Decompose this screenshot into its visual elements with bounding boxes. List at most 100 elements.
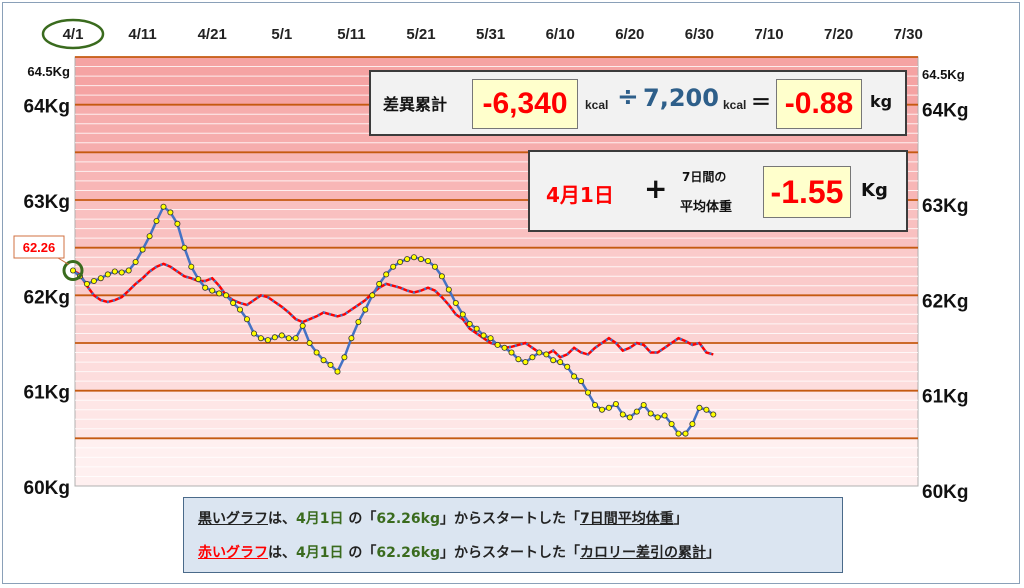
data-point <box>612 400 619 407</box>
x-tick-label: 7/20 <box>824 26 853 43</box>
legend-black-particle: は、 <box>268 511 296 527</box>
legend-black-no: の <box>343 511 363 527</box>
y-tick-label-right: 62Kg <box>922 291 968 312</box>
data-point <box>571 373 578 380</box>
y-tick-label-right: 61Kg <box>922 387 968 408</box>
start-point-highlight <box>62 260 84 282</box>
data-point <box>675 430 682 437</box>
y-tick-label-left: 60Kg <box>24 478 70 499</box>
data-point <box>599 406 606 413</box>
legend-red-value: 62.26kg <box>376 545 440 561</box>
y-tick-label-left: 61Kg <box>24 383 70 404</box>
diff-value: -6,340 <box>472 79 578 129</box>
legend-line-red: 赤いグラフは、4月1日 の「62.26kg」からスタートした「カロリー差引の累計… <box>198 542 720 562</box>
weight-label-line2: 平均体重 <box>680 200 733 215</box>
data-point <box>223 292 230 299</box>
series-calorie-cumulative <box>72 262 714 359</box>
x-tick-label: 6/20 <box>615 26 644 43</box>
x-tick-label: 5/31 <box>476 26 505 43</box>
legend-red-series: 赤いグラフ <box>198 545 268 561</box>
legend-red-no: の <box>343 545 363 561</box>
data-point <box>529 354 536 361</box>
legend-line-black: 黒いグラフは、4月1日 の「62.26kg」からスタートした「7日間平均体重」 <box>198 508 688 528</box>
y-tick-label-left: 64.5Kg <box>27 64 70 79</box>
data-point <box>661 412 668 419</box>
divisor-value: 7,200 <box>643 84 719 112</box>
data-point <box>557 359 564 366</box>
data-point <box>578 378 585 385</box>
series-layer <box>70 203 717 437</box>
legend-red-qclose: 」 <box>439 545 454 561</box>
data-point <box>647 410 654 417</box>
y-tick-label-left: 64Kg <box>24 97 70 118</box>
y-tick-label-right: 63Kg <box>922 196 968 217</box>
data-point <box>550 357 557 364</box>
data-point <box>536 349 543 356</box>
legend-black-q2close: 」 <box>673 511 688 527</box>
legend-box: 黒いグラフは、4月1日 の「62.26kg」からスタートした「7日間平均体重」 … <box>183 497 843 573</box>
legend-black-middle: からスタートした <box>453 511 566 527</box>
data-point <box>487 335 494 342</box>
plot-band <box>75 390 918 439</box>
legend-black-date: 4月1日 <box>296 511 344 527</box>
data-point <box>633 408 640 415</box>
data-point <box>250 330 257 337</box>
data-point <box>313 349 320 356</box>
x-axis-tick-labels: 4/1 4/11 4/21 5/1 5/11 5/21 5/31 6/10 6/20 6/30 7/… <box>41 18 923 50</box>
legend-red-particle: は、 <box>268 545 296 561</box>
data-point <box>376 280 383 287</box>
x-tick-label: 5/11 <box>337 26 365 43</box>
data-point <box>146 233 153 240</box>
data-point <box>696 404 703 411</box>
start-date-highlight <box>41 18 105 50</box>
y-tick-label-left: 63Kg <box>24 192 70 213</box>
x-tick-label: 6/10 <box>546 26 575 43</box>
data-point <box>619 411 626 418</box>
data-point <box>355 318 362 325</box>
data-point <box>703 406 710 413</box>
data-point <box>348 335 355 342</box>
data-point <box>104 271 111 278</box>
data-point <box>410 254 417 261</box>
summary-label: 差異累計 <box>383 95 448 114</box>
data-point <box>209 287 216 294</box>
data-point <box>515 356 522 363</box>
callout-pointer <box>57 257 70 265</box>
data-point <box>452 299 459 306</box>
weight-unit: Kg <box>861 180 888 201</box>
data-point <box>417 256 424 263</box>
kcal-unit-2: kcal <box>723 98 747 112</box>
legend-red-date: 4月1日 <box>296 545 344 561</box>
start-value-callout <box>13 235 65 259</box>
data-point <box>473 325 480 332</box>
weight-box: 4月1日 + 7日間の 平均体重 -1.55 Kg <box>528 150 908 232</box>
summary-box: 差異累計 -6,340 kcal ÷ 7,200 kcal ＝ -0.88 kg <box>369 70 907 136</box>
legend-black-qclose: 」 <box>439 511 454 527</box>
data-point <box>90 277 97 284</box>
weight-label-line1: 7日間の <box>682 170 727 184</box>
data-point <box>466 320 473 327</box>
legend-red-middle: からスタートした <box>453 545 566 561</box>
divide-sign: ÷ <box>617 82 639 112</box>
data-point <box>480 332 487 339</box>
y-tick-label-right: 64.5Kg <box>922 67 965 82</box>
data-point <box>306 339 313 346</box>
data-point <box>362 306 369 313</box>
x-tick-label: 4/11 <box>128 26 156 43</box>
data-point <box>132 258 139 265</box>
data-point <box>543 351 550 358</box>
data-point <box>153 217 160 224</box>
kg-unit: kg <box>870 92 893 111</box>
data-point <box>369 292 376 299</box>
data-point <box>236 306 243 313</box>
data-point <box>592 401 599 408</box>
legend-black-q2open: 「 <box>565 511 580 527</box>
data-point <box>397 258 404 265</box>
data-point <box>626 414 633 421</box>
data-point <box>111 268 118 275</box>
data-point <box>216 290 223 297</box>
annotations: 62.26 <box>13 235 84 282</box>
data-point <box>654 414 661 421</box>
